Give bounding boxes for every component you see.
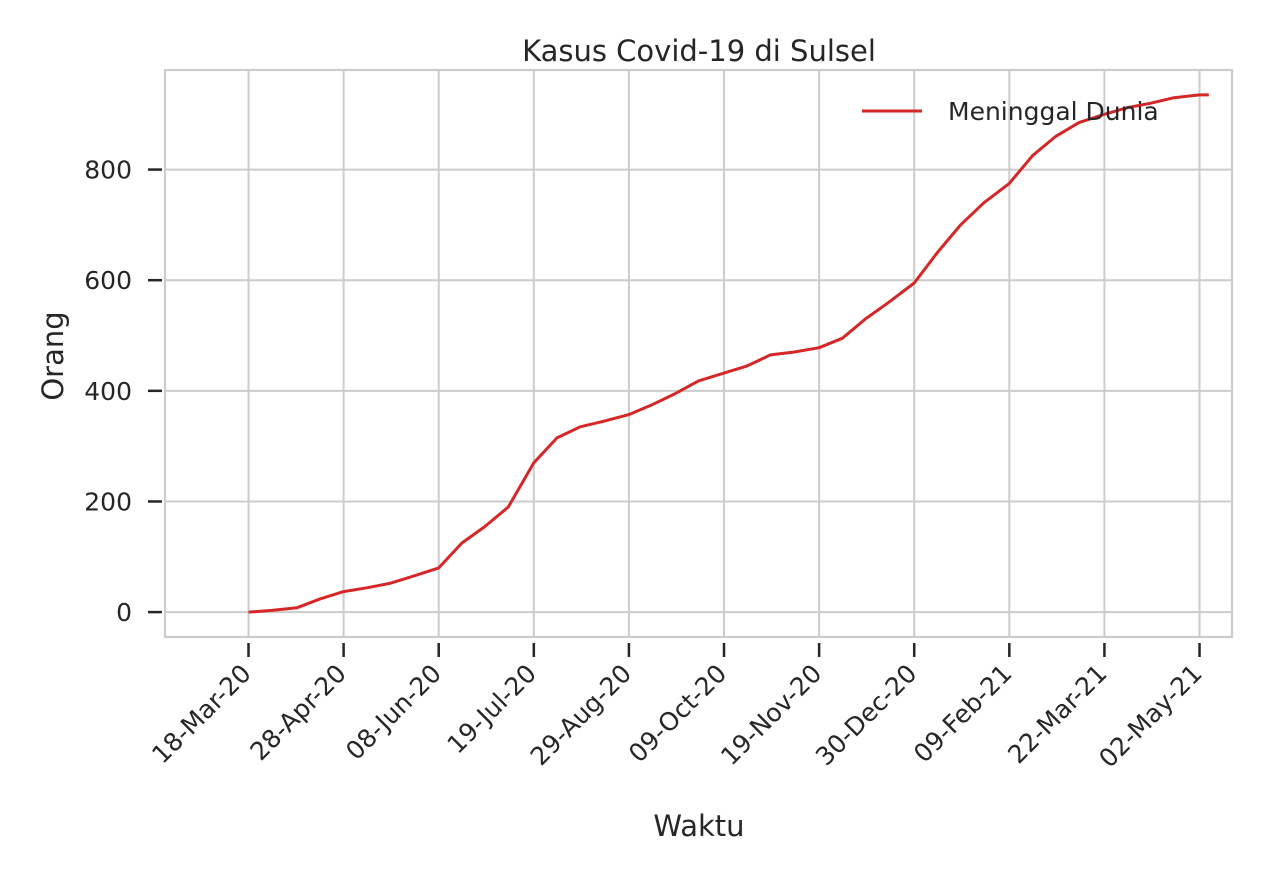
x-tick-label: 02-May-21 (1093, 659, 1207, 773)
y-axis-label: Orang (36, 311, 70, 400)
y-tick-label: 0 (116, 598, 132, 627)
x-tick-label: 09-Feb-21 (908, 659, 1018, 769)
series-layer (248, 93, 1209, 614)
x-axis-label: Waktu (653, 809, 744, 843)
x-tick-label: 19-Nov-20 (715, 659, 827, 771)
chart-title: Kasus Covid-19 di Sulsel (522, 34, 876, 68)
x-tick-label: 30-Dec-20 (810, 659, 922, 771)
x-tick-label: 19-Jul-20 (441, 659, 542, 760)
y-axis: 0 200 400 600 800 (84, 156, 162, 627)
grid (165, 70, 1232, 637)
y-tick-label: 800 (84, 156, 132, 185)
x-tick-label: 28-Apr-20 (245, 659, 352, 766)
series-line (248, 93, 1209, 614)
x-tick-label: 08-Jun-20 (340, 659, 447, 766)
legend-label: Meninggal Dunia (948, 97, 1159, 126)
x-tick-label: 18-Mar-20 (146, 659, 256, 769)
legend: Meninggal Dunia (862, 97, 1159, 126)
plot-frame (163, 68, 1234, 639)
x-axis: 18-Mar-2028-Apr-2008-Jun-2019-Jul-2029-A… (146, 643, 1208, 773)
y-tick-label: 200 (84, 487, 132, 516)
y-tick-label: 400 (84, 377, 132, 406)
x-tick-label: 29-Aug-20 (525, 659, 637, 771)
y-tick-label: 600 (84, 266, 132, 295)
